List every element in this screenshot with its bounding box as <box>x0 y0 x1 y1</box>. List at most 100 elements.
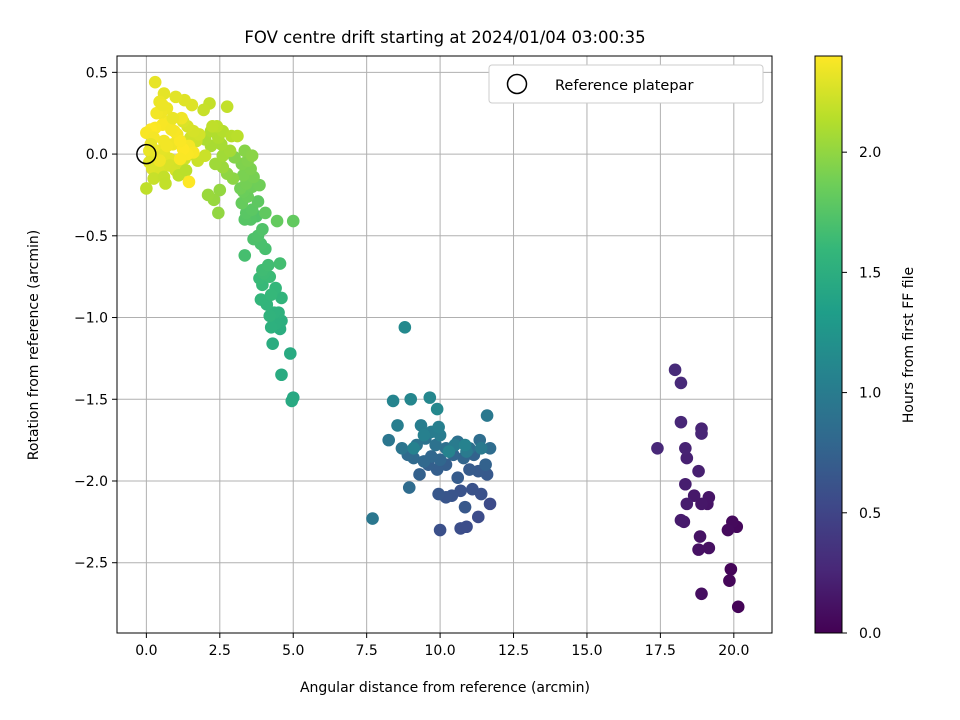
data-point <box>731 600 745 614</box>
data-point <box>674 415 688 429</box>
data-point <box>483 497 497 511</box>
data-point <box>382 433 395 447</box>
y-axis-ticks: 0.5 0.0 −0.5 −1.0 −1.5 −2.0 −2.5 <box>74 65 117 572</box>
x-tick-label: 10.0 <box>425 643 456 659</box>
y-tick-label: −1.0 <box>74 311 108 327</box>
colorbar-tick-label: 1.5 <box>859 265 881 281</box>
data-point <box>395 441 409 455</box>
data-point <box>413 468 426 481</box>
data-point <box>223 144 237 158</box>
data-point <box>458 500 472 514</box>
data-point <box>391 419 404 432</box>
y-tick-label: −1.5 <box>74 392 108 408</box>
data-point <box>254 293 268 306</box>
data-point <box>693 530 707 543</box>
data-point <box>442 445 456 458</box>
colorbar-ticks: 0.0 0.5 1.0 1.5 2.0 <box>842 145 881 642</box>
data-point <box>651 441 664 455</box>
data-point <box>275 368 288 382</box>
data-point <box>366 512 379 525</box>
data-point <box>175 111 188 125</box>
data-point <box>263 309 277 323</box>
data-point <box>256 222 269 236</box>
data-point <box>458 438 472 452</box>
data-point <box>417 455 431 468</box>
data-point <box>197 103 210 117</box>
data-point <box>166 111 180 125</box>
data-point <box>160 139 174 153</box>
data-point <box>159 177 172 190</box>
data-point <box>153 154 166 167</box>
x-tick-label: 20.0 <box>718 643 749 659</box>
legend-marker <box>506 73 528 95</box>
data-point <box>220 100 234 113</box>
colorbar-tick-label: 0.5 <box>859 506 881 522</box>
data-point <box>432 420 445 434</box>
data-point <box>721 523 735 537</box>
data-point <box>474 441 488 455</box>
data-point <box>483 441 497 455</box>
data-point <box>417 428 431 442</box>
data-point <box>165 123 178 136</box>
data-point <box>695 587 708 601</box>
data-point <box>433 523 447 537</box>
data-point <box>723 574 736 587</box>
data-point <box>264 288 278 301</box>
data-point <box>251 195 265 208</box>
data-point <box>273 257 287 270</box>
data-point <box>147 172 161 185</box>
data-point <box>259 206 272 220</box>
data-point <box>212 206 225 220</box>
data-point <box>692 543 705 556</box>
data-point <box>679 477 692 491</box>
data-point <box>407 441 420 455</box>
data-point <box>213 183 227 197</box>
data-point <box>429 438 442 452</box>
reference-marker <box>136 143 157 165</box>
data-point <box>148 75 162 89</box>
data-point <box>264 321 278 334</box>
data-point <box>182 175 196 189</box>
data-point <box>285 394 299 408</box>
x-tick-label: 15.0 <box>571 643 602 659</box>
data-point <box>386 394 400 408</box>
data-point <box>238 249 252 262</box>
data-point <box>702 541 716 555</box>
data-point <box>201 188 215 202</box>
x-tick-label: 12.5 <box>498 643 529 659</box>
data-point <box>404 392 418 406</box>
data-point <box>674 376 688 390</box>
legend: Reference platepar <box>488 64 764 104</box>
data-point <box>687 489 701 502</box>
colorbar-tick-label: 2.0 <box>859 145 881 161</box>
y-tick-label: 0.0 <box>86 147 108 163</box>
data-point <box>451 471 465 485</box>
data-point <box>231 129 244 143</box>
colorbar-tick-label: 0.0 <box>859 626 881 642</box>
data-point <box>209 157 222 171</box>
scatter-points <box>140 75 745 614</box>
x-tick-label: 17.5 <box>645 643 676 659</box>
data-point <box>423 391 437 404</box>
data-point <box>680 451 694 465</box>
data-point <box>454 522 467 535</box>
data-point <box>414 419 428 432</box>
data-point <box>245 149 259 163</box>
colorbar-gradient <box>814 55 843 634</box>
data-point <box>668 363 682 377</box>
x-axis-label: Angular distance from reference (arcmin) <box>300 680 590 696</box>
legend-label: Reference platepar <box>555 78 693 94</box>
data-point <box>173 152 187 166</box>
data-point <box>173 134 187 148</box>
data-point <box>432 487 445 501</box>
data-point <box>206 119 219 133</box>
data-point <box>724 562 738 576</box>
data-point <box>674 513 688 527</box>
data-point <box>695 427 708 440</box>
data-point <box>480 409 494 422</box>
data-point <box>466 482 479 496</box>
y-tick-label: −2.5 <box>74 556 108 572</box>
chart-title: FOV centre drift starting at 2024/01/04 … <box>244 28 645 47</box>
x-tick-label: 2.5 <box>209 643 231 659</box>
